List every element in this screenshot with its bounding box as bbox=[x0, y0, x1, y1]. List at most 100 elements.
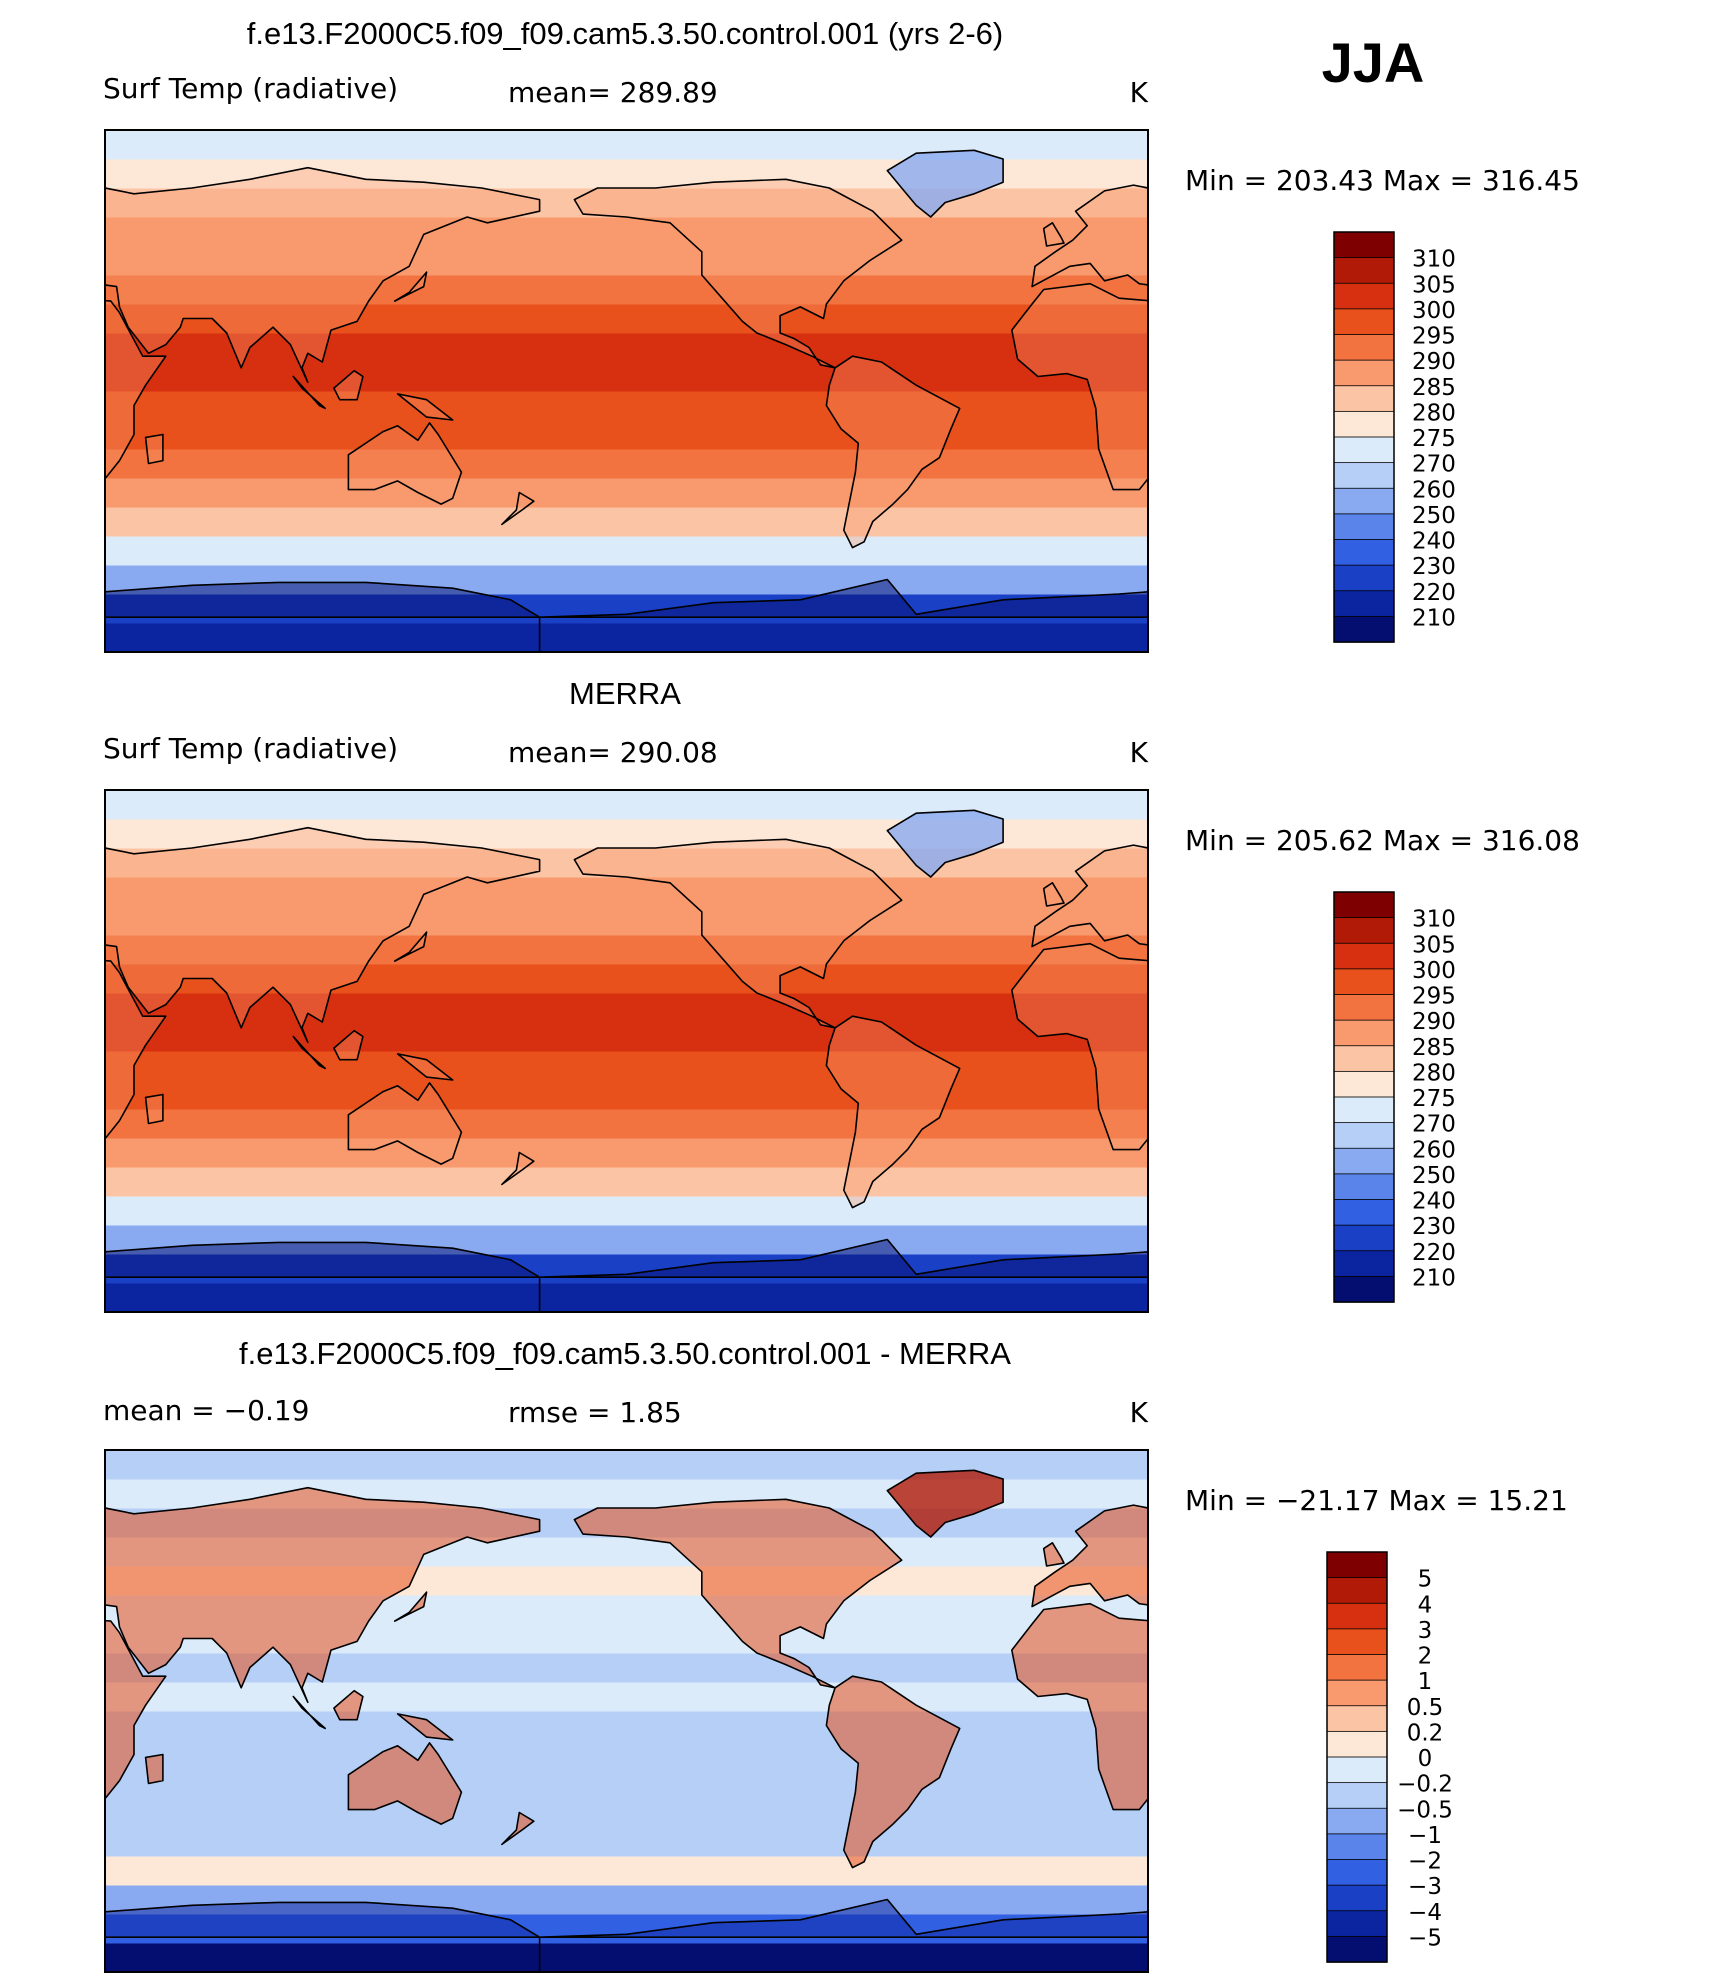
colorbar-box bbox=[1333, 1173, 1395, 1201]
zonal-band bbox=[105, 333, 1148, 363]
colorbar-box bbox=[1326, 1782, 1388, 1809]
colorbar-box bbox=[1333, 1045, 1395, 1073]
land-eurasia bbox=[1031, 1504, 1148, 1608]
zonal-band bbox=[105, 906, 1148, 936]
island-sumatra bbox=[292, 1035, 326, 1070]
zonal-band bbox=[105, 1109, 1148, 1139]
island-new-zealand bbox=[1545, 493, 1577, 525]
island-japan bbox=[393, 271, 428, 302]
colorbar-box bbox=[1326, 1833, 1388, 1861]
zonal-band bbox=[105, 1283, 1148, 1312]
colorbar-tick-label: 310 bbox=[1412, 247, 1456, 273]
colorbar-box bbox=[1333, 615, 1395, 643]
island-japan bbox=[1438, 1592, 1470, 1621]
colorbar-box bbox=[1326, 1577, 1388, 1604]
island-new-zealand bbox=[501, 1811, 535, 1846]
island-madagascar bbox=[144, 433, 164, 465]
min-max-label: Min = 203.43 Max = 316.45 bbox=[1185, 164, 1580, 197]
panel-title: f.e13.F2000C5.f09_f09.cam5.3.50.control.… bbox=[247, 16, 1004, 51]
stat-label: mean= 290.08 bbox=[508, 736, 718, 769]
colorbar-tick-label: 0 bbox=[1418, 1746, 1433, 1772]
colorbar-tick-label: −2 bbox=[1408, 1849, 1442, 1875]
colorbar-box bbox=[1326, 1705, 1388, 1733]
zonal-band bbox=[105, 449, 1148, 479]
colorbar-tick-label: 240 bbox=[1412, 529, 1456, 555]
land-north-america bbox=[1617, 179, 1710, 367]
land-eurasia bbox=[1031, 184, 1148, 288]
zonal-band bbox=[105, 1022, 1148, 1052]
land-antarctica bbox=[1583, 1900, 1710, 1973]
colorbar-tick-label: 4 bbox=[1418, 1592, 1433, 1618]
colorbar-box bbox=[1333, 917, 1395, 944]
colorbar-box bbox=[1333, 1096, 1395, 1124]
colorbar-box bbox=[1333, 257, 1395, 284]
island-new-zealand bbox=[501, 1151, 535, 1186]
colorbar-box bbox=[1326, 1628, 1388, 1656]
island-japan bbox=[393, 931, 428, 962]
colorbar-box bbox=[1333, 1224, 1395, 1252]
colorbar-tick-label: 220 bbox=[1412, 580, 1456, 606]
island-madagascar bbox=[1189, 435, 1206, 464]
colorbar-box bbox=[1333, 1070, 1395, 1098]
colorbar-box bbox=[1333, 410, 1395, 438]
colorbar-box bbox=[1333, 308, 1395, 336]
season-label: JJA bbox=[1322, 31, 1425, 94]
land-antarctica bbox=[538, 1238, 1148, 1278]
land-north-america bbox=[573, 1498, 903, 1689]
colorbar-box bbox=[1333, 1275, 1395, 1303]
land-antarctica bbox=[105, 581, 541, 652]
land-australia bbox=[347, 422, 463, 505]
map bbox=[105, 130, 1710, 653]
stat-mean-label: mean = −0.19 bbox=[103, 1394, 309, 1427]
colorbar-box bbox=[1326, 1756, 1388, 1784]
colorbar-box bbox=[1333, 359, 1395, 387]
zonal-band bbox=[105, 1798, 1148, 1828]
map-frame bbox=[104, 789, 1149, 1313]
colorbar-box bbox=[1333, 891, 1395, 919]
zonal-band bbox=[105, 1138, 1148, 1168]
island-new-zealand bbox=[501, 491, 535, 526]
zonal-band bbox=[105, 391, 1148, 421]
zonal-band bbox=[105, 217, 1148, 247]
island-new-zealand bbox=[1545, 1813, 1577, 1845]
colorbar-box bbox=[1333, 1199, 1395, 1226]
zonal-band bbox=[105, 478, 1148, 508]
colorbar-box bbox=[1333, 1122, 1395, 1149]
colorbar-tick-label: 2 bbox=[1418, 1644, 1433, 1670]
colorbar-tick-label: 250 bbox=[1412, 1163, 1456, 1189]
land-antarctica bbox=[1583, 580, 1710, 653]
units-label: K bbox=[1130, 736, 1149, 769]
island-borneo bbox=[333, 369, 364, 401]
colorbar-tick-label: 260 bbox=[1412, 1137, 1456, 1163]
land-greenland bbox=[886, 1469, 1004, 1538]
colorbar-box bbox=[1333, 1147, 1395, 1175]
colorbar-tick-label: 270 bbox=[1412, 1112, 1456, 1138]
panels: f.e13.F2000C5.f09_f09.cam5.3.50.control.… bbox=[1, 16, 1710, 1973]
land-australia bbox=[347, 1082, 463, 1165]
zonal-band bbox=[105, 1711, 1148, 1741]
land-antarctica bbox=[538, 578, 1148, 618]
zonal-band bbox=[105, 1196, 1148, 1226]
land-north-america bbox=[1617, 1499, 1710, 1688]
colorbar-box bbox=[1326, 1679, 1388, 1707]
island-sumatra bbox=[292, 375, 326, 410]
island-madagascar bbox=[144, 1753, 164, 1785]
colorbar-tick-label: 5 bbox=[1418, 1567, 1433, 1593]
zonal-band bbox=[105, 1827, 1148, 1857]
zonal-band bbox=[105, 1653, 1148, 1683]
units-label: K bbox=[1130, 1396, 1149, 1429]
land-africa bbox=[1011, 942, 1148, 1151]
island-madagascar bbox=[144, 1093, 164, 1125]
colorbar-tick-label: 300 bbox=[1412, 958, 1456, 984]
colorbar-box bbox=[1333, 942, 1395, 970]
colorbar-box bbox=[1333, 968, 1395, 996]
land-africa bbox=[105, 1619, 167, 1801]
island-uk bbox=[1, 1543, 21, 1566]
land-eurasia bbox=[1031, 844, 1148, 948]
colorbar-box bbox=[1326, 1730, 1388, 1758]
colorbar-tick-label: 210 bbox=[1412, 1265, 1456, 1291]
island-new-guinea bbox=[396, 393, 454, 421]
variable-label: Surf Temp (radiative) bbox=[103, 732, 398, 765]
zonal-band bbox=[105, 275, 1148, 305]
colorbar-box bbox=[1333, 564, 1395, 592]
